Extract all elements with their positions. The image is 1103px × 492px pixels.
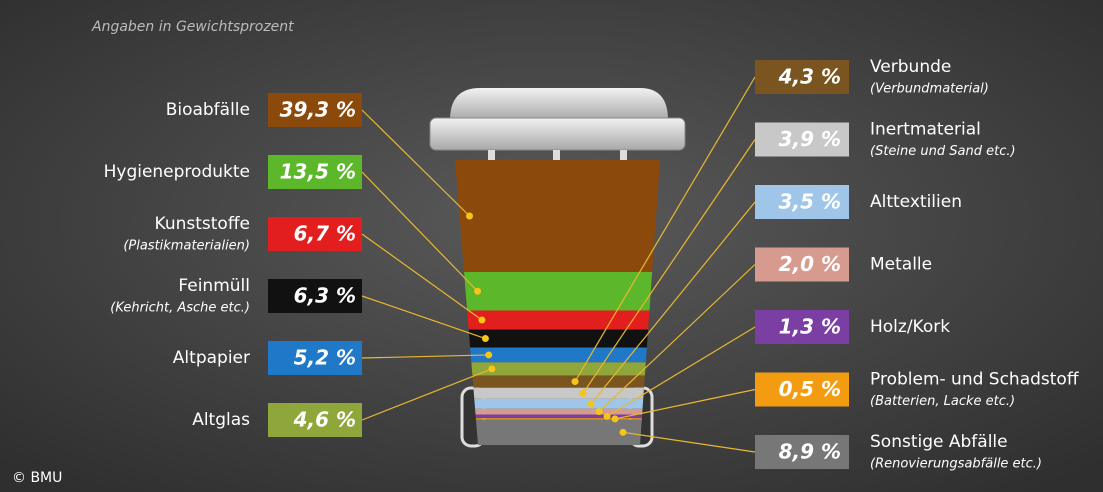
leader-dot	[488, 365, 495, 372]
category-label: Hygieneprodukte	[104, 162, 250, 182]
subtitle: Angaben in Gewichtsprozent	[91, 19, 294, 35]
category-sublabel: (Renovierungsabfälle etc.)	[870, 457, 1042, 472]
chart: Angaben in Gewichtsprozent © BMU 39,3 % B…	[0, 0, 1103, 492]
category-label: Inertmaterial	[870, 120, 981, 140]
bin-layer	[440, 375, 680, 387]
category-label: Altpapier	[173, 348, 250, 368]
leader-dot	[580, 390, 587, 397]
leader-dot	[482, 335, 489, 342]
lid-top	[450, 88, 668, 120]
value-label: 6,3 %	[294, 284, 356, 308]
value-label: 4,3 %	[778, 65, 841, 89]
value-label: 39,3 %	[280, 98, 356, 122]
source: © BMU	[12, 470, 62, 486]
category-sublabel: (Verbundmaterial)	[870, 82, 989, 97]
value-label: 6,7 %	[294, 222, 356, 246]
category-label: Feinmüll	[178, 276, 250, 296]
leader-dot	[620, 429, 627, 436]
category-label: Alttextilien	[870, 192, 962, 212]
category-label: Altglas	[192, 410, 250, 430]
value-label: 0,5 %	[779, 377, 841, 401]
value-label: 3,5 %	[779, 190, 841, 214]
category-sublabel: (Steine und Sand etc.)	[870, 144, 1016, 159]
category-label: Problem- und Schadstoff	[870, 370, 1080, 390]
leader-dot	[478, 317, 485, 324]
leader-dot	[485, 351, 492, 358]
leader-dot	[588, 400, 595, 407]
leader-dot	[612, 415, 619, 422]
value-label: 3,9 %	[779, 127, 841, 151]
category-sublabel: (Batterien, Lacke etc.)	[870, 394, 1015, 409]
value-label: 2,0 %	[779, 252, 841, 276]
category-sublabel: (Plastikmaterialien)	[123, 239, 250, 254]
value-label: 1,3 %	[779, 315, 841, 339]
value-label: 8,9 %	[779, 440, 841, 464]
category-label: Bioabfälle	[166, 100, 250, 120]
leader-dot	[572, 378, 579, 385]
category-label: Kunststoffe	[155, 214, 250, 234]
value-label: 5,2 %	[294, 346, 356, 370]
value-label: 4,6 %	[293, 408, 356, 432]
bin-layer	[440, 310, 680, 329]
category-label: Metalle	[870, 255, 932, 275]
category-label: Sonstige Abfälle	[870, 432, 1008, 452]
leader-dot	[596, 408, 603, 415]
leader-dot	[474, 288, 481, 295]
category-label: Verbunde	[870, 57, 951, 77]
leader-dot	[466, 213, 473, 220]
value-label: 13,5 %	[280, 160, 356, 184]
lid	[430, 118, 685, 150]
category-sublabel: (Kehricht, Asche etc.)	[110, 301, 250, 316]
bin-layer	[440, 160, 680, 272]
leader-dot	[604, 413, 611, 420]
category-label: Holz/Kork	[870, 317, 950, 337]
